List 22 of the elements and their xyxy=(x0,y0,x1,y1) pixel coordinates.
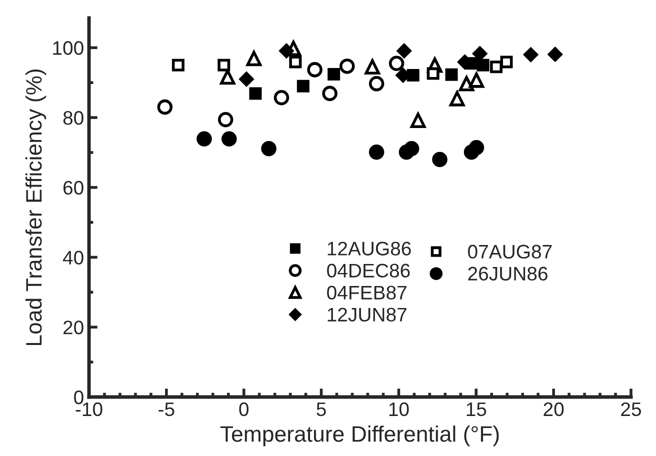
y-axis-title: Load Transfer Efficiency (%) xyxy=(25,70,46,346)
legend-label: 04DEC86 xyxy=(327,264,410,278)
legend-label: 07AUG87 xyxy=(468,244,552,259)
x-tick-label: 15 xyxy=(466,402,486,416)
y-tick-label: 60 xyxy=(64,180,84,195)
x-tick-label: 20 xyxy=(544,402,564,416)
legend-label: 26JUN86 xyxy=(468,266,548,281)
y-tick-label: 100 xyxy=(53,41,84,55)
x-tick-label: -5 xyxy=(158,402,174,416)
y-tick-label: 20 xyxy=(63,320,84,334)
y-tick-label: 80 xyxy=(63,111,84,125)
y-tick-label: 40 xyxy=(62,250,84,265)
legend-label: 12AUG86 xyxy=(328,242,411,256)
x-tick-label: -10 xyxy=(76,402,102,416)
legend-label: 04FEB87 xyxy=(327,286,406,300)
x-tick-label: 10 xyxy=(389,402,409,416)
y-tick-label: 0 xyxy=(74,390,84,404)
legend-label: 12JUN87 xyxy=(328,308,406,322)
x-tick-label: 25 xyxy=(621,402,641,416)
x-tick-label: 0 xyxy=(239,402,249,416)
x-axis-title: Temperature Differential (°F) xyxy=(220,426,499,446)
x-tick-label: 5 xyxy=(316,402,326,416)
